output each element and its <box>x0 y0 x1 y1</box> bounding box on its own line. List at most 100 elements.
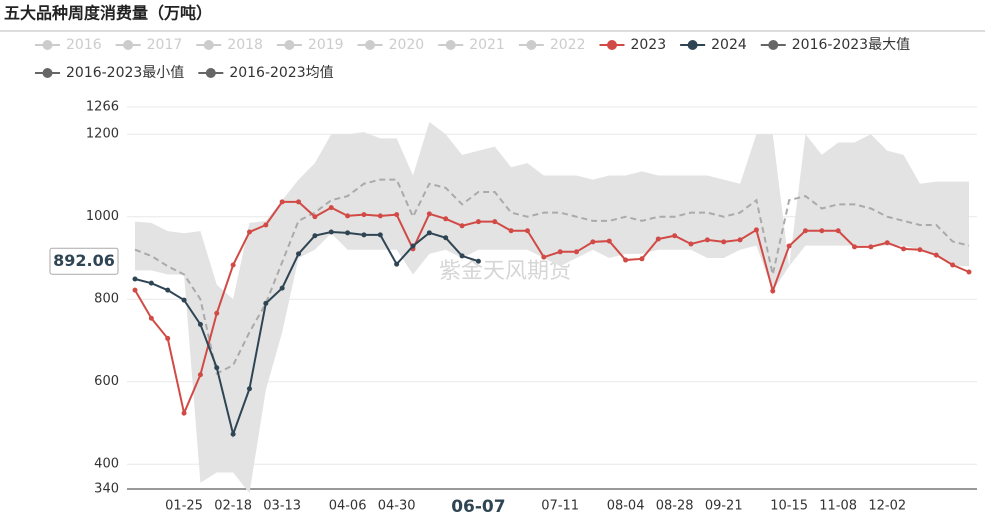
legend-icon-dot <box>284 40 295 50</box>
x-tick-label: 09-21 <box>705 499 743 514</box>
watermark: 紫金天风期货 <box>439 259 571 284</box>
x-tick-label: 03-13 <box>263 499 301 514</box>
legend-item[interactable]: 2021 <box>438 37 505 53</box>
data-point <box>802 228 808 234</box>
legend-label: 2016-2023最小值 <box>66 65 184 81</box>
data-point <box>361 212 367 218</box>
data-point <box>214 365 220 371</box>
data-point <box>655 236 661 242</box>
data-point <box>312 233 318 239</box>
legend-label: 2020 <box>389 37 425 53</box>
legend-label: 2016-2023最大值 <box>792 37 910 53</box>
data-point <box>966 269 972 275</box>
data-point <box>296 199 302 205</box>
legend-icon-dot <box>123 40 134 50</box>
data-point <box>214 310 220 316</box>
legend-icon-dot <box>526 40 537 50</box>
data-point <box>721 239 727 245</box>
data-point <box>443 216 449 222</box>
legend-item[interactable]: 2016-2023最大值 <box>760 37 910 53</box>
legend-icon-dot <box>606 40 617 50</box>
legend-item[interactable]: 2020 <box>357 37 425 53</box>
data-point <box>704 237 710 243</box>
legend-label: 2024 <box>711 37 747 53</box>
chart-title: 五大品种周度消费量（万吨） <box>4 4 212 23</box>
data-point <box>623 257 629 263</box>
data-point <box>786 243 792 249</box>
data-point <box>394 261 400 267</box>
data-point <box>377 232 383 238</box>
series-line <box>134 200 970 417</box>
data-point <box>950 262 956 268</box>
x-tick-label: 10-15 <box>770 499 808 514</box>
x-pointer-label: 06-07 <box>451 497 505 517</box>
legend-item[interactable]: 2016 <box>35 37 102 53</box>
data-point <box>279 285 285 291</box>
legend-item[interactable]: 2022 <box>518 37 586 53</box>
legend-icon-dot <box>445 40 456 50</box>
legend-item[interactable]: 2016-2023均值 <box>198 65 334 81</box>
x-tick-label: 07-11 <box>541 499 579 514</box>
data-point <box>574 249 580 255</box>
legend-label: 2016 <box>66 37 102 53</box>
mean-line <box>134 178 970 375</box>
data-point <box>868 244 874 250</box>
legend-item[interactable]: 2018 <box>196 37 263 53</box>
data-point <box>132 287 138 293</box>
data-point <box>835 228 841 234</box>
legend-item[interactable]: 2017 <box>115 37 183 53</box>
data-point <box>377 213 383 219</box>
data-point <box>312 214 318 220</box>
legend-item[interactable]: 2023 <box>599 37 666 53</box>
data-point <box>770 288 776 294</box>
range-band <box>135 121 969 494</box>
legend-icon-dot <box>768 40 779 50</box>
legend-item[interactable]: 2016-2023最小值 <box>35 65 184 81</box>
data-point <box>688 241 694 247</box>
data-point <box>328 229 334 235</box>
y-tick-label: 400 <box>94 457 119 472</box>
data-point <box>148 315 154 321</box>
data-point <box>197 372 203 378</box>
data-point <box>884 240 890 246</box>
data-point <box>426 230 432 236</box>
x-tick-label: 08-04 <box>607 499 645 514</box>
data-point <box>606 238 612 244</box>
legend-icon-dot <box>205 68 216 78</box>
x-tick-label: 02-18 <box>214 499 252 514</box>
data-point <box>459 223 465 229</box>
data-point <box>492 219 498 225</box>
y-tick-label: 340 <box>94 482 119 497</box>
data-point <box>459 253 465 259</box>
legend-label: 2022 <box>550 37 586 53</box>
legend-icon-dot <box>42 40 53 50</box>
x-tick-label: 12-02 <box>868 499 906 514</box>
data-point <box>263 300 269 306</box>
data-point <box>181 410 187 416</box>
data-point <box>508 228 514 234</box>
legend-item[interactable]: 2024 <box>680 37 747 53</box>
data-point <box>279 199 285 205</box>
data-point <box>230 431 236 437</box>
legend-label: 2021 <box>469 37 505 53</box>
legend-icon-dot <box>365 40 376 50</box>
data-point <box>852 244 858 250</box>
data-point <box>753 227 759 233</box>
legend-label: 2023 <box>630 37 666 53</box>
data-point <box>197 321 203 327</box>
data-point <box>361 232 367 238</box>
data-point <box>557 249 563 255</box>
data-point <box>394 212 400 218</box>
data-point <box>246 229 252 235</box>
data-point <box>345 213 351 219</box>
data-point <box>475 258 481 264</box>
data-point <box>148 280 154 286</box>
legend-item[interactable]: 2019 <box>276 37 344 53</box>
data-point <box>901 246 907 252</box>
data-point <box>181 297 187 303</box>
legend-label: 2017 <box>147 37 183 53</box>
y-pointer-box <box>49 247 119 275</box>
x-tick-label: 11-08 <box>819 499 857 514</box>
data-point <box>672 233 678 239</box>
